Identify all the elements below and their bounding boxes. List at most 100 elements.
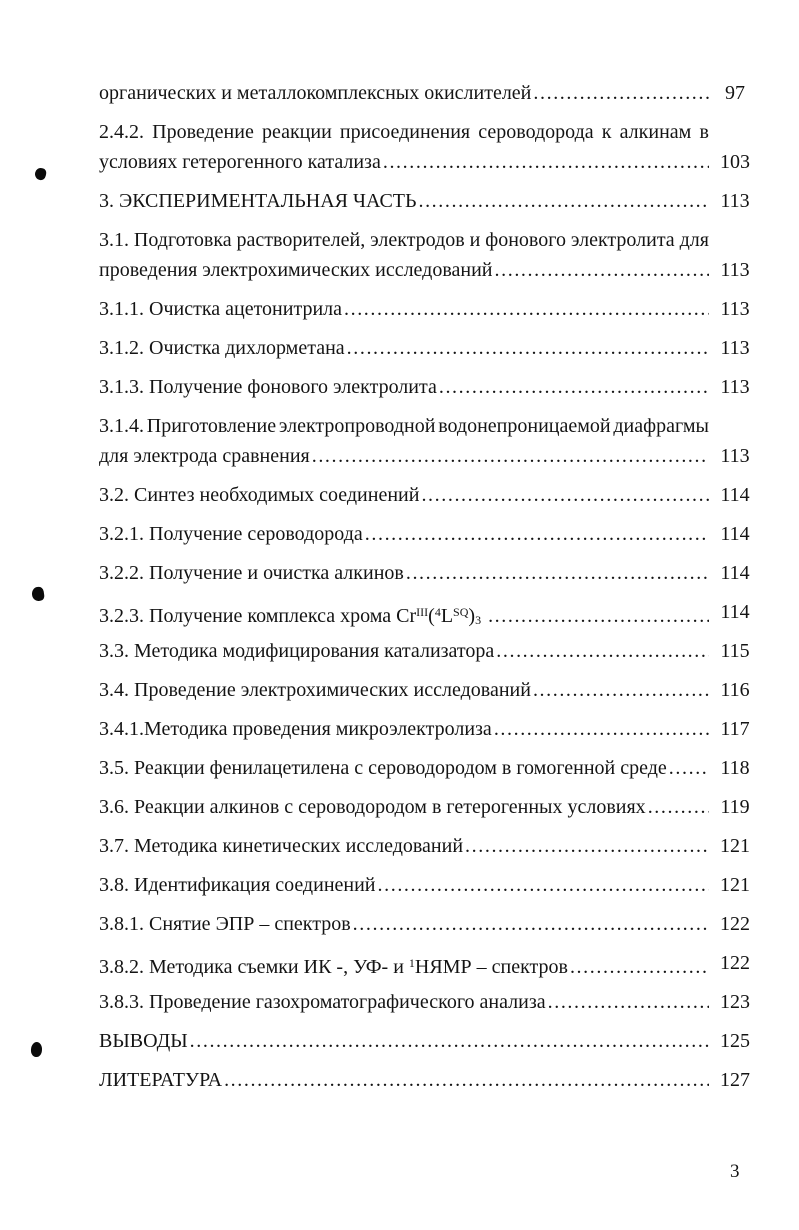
dot-leader — [363, 519, 709, 549]
toc-entry: 3.1.3. Получение фонового электролита 113 — [99, 372, 761, 402]
toc-entry-line: 3.3. Методика модифицирования катализато… — [99, 636, 709, 666]
toc-page-number: 121 — [720, 835, 750, 857]
toc-entry-line: для электрода сравнения — [99, 441, 709, 471]
toc-entry-line: 3.1.4. Приготовление электропроводной водон… — [99, 415, 709, 437]
toc-entry-text: 3.8.2. Методика съемки ИК -, УФ- и 1НЯМР… — [99, 956, 568, 978]
toc-entry-text: 3.8.1. Снятие ЭПР – спектров — [99, 913, 351, 935]
toc-entry: 3.2.3. Получение комплекса хрома CrIII(4… — [99, 597, 761, 627]
toc-entry-title: 3.8.3. Проведение газохроматографическог… — [99, 987, 709, 1017]
toc-entry: 3.8.2. Методика съемки ИК -, УФ- и 1НЯМР… — [99, 948, 761, 978]
page-number: 3 — [730, 1161, 740, 1182]
ink-blot — [30, 1041, 43, 1058]
toc-entry: 3.4. Проведение электрохимических исслед… — [99, 675, 761, 705]
toc-entry-text: проведения электрохимических исследовани… — [99, 259, 493, 281]
superscript-text: 4 — [434, 605, 441, 619]
toc-entry-title: 3.5. Реакции фенилацетилена с сероводоро… — [99, 753, 709, 783]
subscript-text: 3 — [475, 613, 482, 627]
dot-leader — [646, 792, 709, 822]
toc-entry: 3.5. Реакции фенилацетилена с сероводоро… — [99, 753, 761, 783]
toc-page-number: 122 — [720, 913, 750, 935]
toc-entry-title: органических и металлокомплексных окисли… — [99, 78, 709, 108]
toc-page-number: 113 — [720, 337, 750, 359]
toc-entry: 3.1. Подготовка растворителей, электродов и ф… — [99, 225, 761, 285]
toc-page-number: 113 — [720, 445, 750, 467]
toc-page-number: 114 — [720, 601, 750, 623]
toc-entry-text: 3.2.3. Получение комплекса хрома CrIII(4… — [99, 605, 482, 627]
dot-leader — [222, 1065, 709, 1095]
toc-entry-title: ЛИТЕРАТУРА — [99, 1065, 709, 1095]
table-of-contents: органических и металлокомплексных окисли… — [99, 78, 761, 1104]
toc-page-number: 113 — [720, 376, 750, 398]
toc-entry-title: 3.8.2. Методика съемки ИК -, УФ- и 1НЯМР… — [99, 948, 709, 978]
toc-entry-line: 3.4.1.Методика проведения микроэлектроли… — [99, 714, 709, 744]
toc-entry-title: 3.6. Реакции алкинов с сероводородом в г… — [99, 792, 709, 822]
toc-page-number: 123 — [720, 991, 750, 1013]
dot-leader — [376, 870, 709, 900]
dot-leader — [419, 480, 709, 510]
toc-entry-text: ЛИТЕРАТУРА — [99, 1069, 223, 1091]
dot-leader — [531, 78, 709, 108]
toc-page-number: 119 — [720, 796, 750, 818]
toc-entry: 3.3. Методика модифицирования катализато… — [99, 636, 761, 666]
ink-blot — [31, 586, 45, 602]
toc-entry-title: 3.2.2. Получение и очистка алкинов — [99, 558, 709, 588]
toc-entry-title: 3.1.1. Очистка ацетонитрила — [99, 294, 709, 324]
toc-entry-line: 3.1.1. Очистка ацетонитрила — [99, 294, 709, 324]
toc-entry-text: органических и металлокомплексных окисли… — [99, 82, 532, 104]
toc-entry-title: 3.1.2. Очистка дихлорметана — [99, 333, 709, 363]
toc-entry-line: проведения электрохимических исследовани… — [99, 255, 709, 285]
toc-entry-text: 3.4.1.Методика проведения микроэлектроли… — [99, 718, 492, 740]
toc-page-number: 113 — [720, 259, 750, 281]
toc-entry: 3.1.1. Очистка ацетонитрила 113 — [99, 294, 761, 324]
toc-entry-line: 3.4. Проведение электрохимических исслед… — [99, 675, 709, 705]
toc-entry-text: для электрода сравнения — [99, 445, 310, 467]
toc-entry-line: 2.4.2. Проведение реакции присоединения серо… — [99, 121, 709, 143]
toc-entry-title: 3.1.3. Получение фонового электролита — [99, 372, 709, 402]
toc-entry-text: 3.5. Реакции фенилацетилена с сероводоро… — [99, 757, 667, 779]
toc-entry-text: ВЫВОДЫ — [99, 1030, 188, 1052]
toc-entry: 3.7. Методика кинетических исследований 1… — [99, 831, 761, 861]
toc-entry-line: ЛИТЕРАТУРА — [99, 1065, 709, 1095]
toc-entry: 3. ЭКСПЕРИМЕНТАЛЬНАЯ ЧАСТЬ 113 — [99, 186, 761, 216]
toc-entry-text: условиях гетерогенного катализа — [99, 151, 381, 173]
toc-entry-line: 3.8.2. Методика съемки ИК -, УФ- и 1НЯМР… — [99, 948, 709, 978]
superscript-text: SQ — [453, 605, 469, 619]
dot-leader — [486, 601, 709, 627]
dot-leader — [531, 675, 709, 705]
toc-entry-text: 3.2.1. Получение сероводорода — [99, 523, 363, 545]
toc-entry-text: 3. ЭКСПЕРИМЕНТАЛЬНАЯ ЧАСТЬ — [99, 190, 417, 212]
toc-entry-line: 3.6. Реакции алкинов с сероводородом в г… — [99, 792, 709, 822]
toc-page-number: 115 — [720, 640, 750, 662]
toc-entry-title: 3.1. Подготовка растворителей, электродов и ф… — [99, 225, 709, 285]
toc-page-number: 125 — [720, 1030, 750, 1052]
dot-leader — [310, 441, 709, 471]
toc-entry-line: ВЫВОДЫ — [99, 1026, 709, 1056]
toc-entry-title: 3.8.1. Снятие ЭПР – спектров — [99, 909, 709, 939]
toc-page-number: 114 — [720, 562, 750, 584]
toc-entry-text: 3.8.3. Проведение газохроматографическог… — [99, 991, 546, 1013]
toc-entry-line: 3.8. Идентификация соединений — [99, 870, 709, 900]
dot-leader — [667, 753, 709, 783]
toc-entry-title: 3.4.1.Методика проведения микроэлектроли… — [99, 714, 709, 744]
toc-entry-text: 3.1.3. Получение фонового электролита — [99, 376, 437, 398]
toc-page-number: 113 — [720, 190, 750, 212]
dot-leader — [493, 255, 709, 285]
toc-entry: ЛИТЕРАТУРА 127 — [99, 1065, 761, 1095]
dot-leader — [345, 333, 709, 363]
dot-leader — [492, 714, 709, 744]
toc-entry: 3.2.1. Получение сероводорода 114 — [99, 519, 761, 549]
dot-leader — [381, 147, 709, 177]
toc-page-number: 103 — [720, 151, 750, 173]
toc-entry: органических и металлокомплексных окисли… — [99, 78, 761, 108]
dot-leader — [351, 909, 709, 939]
dot-leader — [404, 558, 709, 588]
toc-page-number: 97 — [725, 82, 745, 104]
toc-entry: 3.2. Синтез необходимых соединений 114 — [99, 480, 761, 510]
toc-entry-line: 3.2. Синтез необходимых соединений — [99, 480, 709, 510]
toc-entry: 3.8. Идентификация соединений 121 — [99, 870, 761, 900]
toc-entry-line: 3.1.2. Очистка дихлорметана — [99, 333, 709, 363]
toc-entry-title: 3.3. Методика модифицирования катализато… — [99, 636, 709, 666]
toc-entry-line: 3.1. Подготовка растворителей, электродов и ф… — [99, 229, 709, 251]
toc-entry: 3.8.3. Проведение газохроматографическог… — [99, 987, 761, 1017]
